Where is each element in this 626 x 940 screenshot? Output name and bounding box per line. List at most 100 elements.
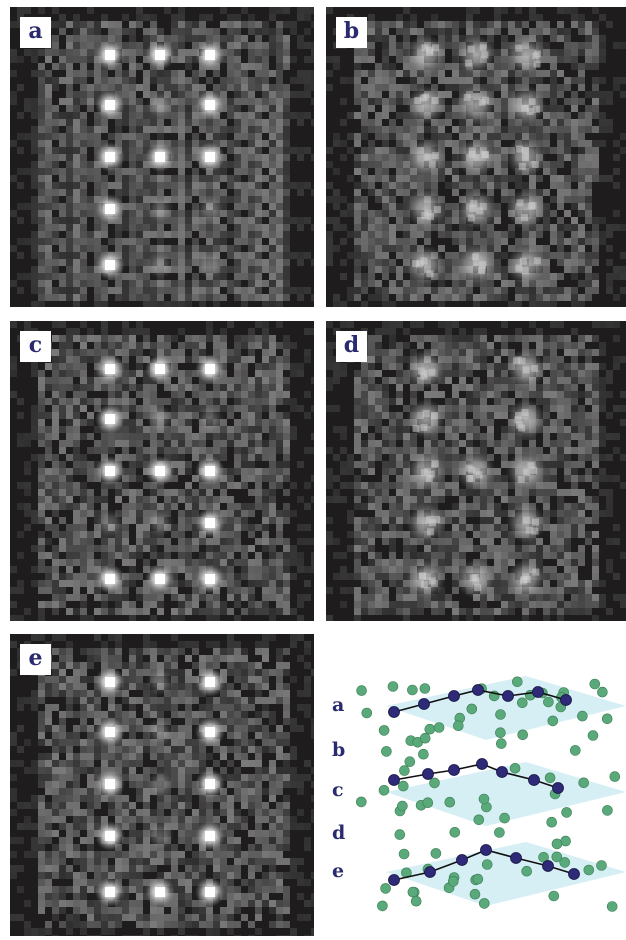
host-atom [551, 851, 563, 863]
host-atom [578, 777, 590, 789]
spot-core [105, 100, 115, 110]
dim-atom-spot [406, 85, 446, 125]
dim-atom-spot [506, 245, 546, 285]
diffuse-pixel [517, 475, 525, 483]
host-atom [559, 857, 570, 868]
host-atom [355, 796, 367, 808]
diffuse-pixel [422, 410, 430, 418]
host-atom [512, 676, 523, 688]
diffuse-pixel [533, 50, 541, 58]
dim-atom-spot [146, 251, 174, 279]
host-atom [548, 890, 560, 902]
diffuse-pixel [412, 424, 420, 432]
diffuse-pixel [515, 264, 523, 272]
host-atom [499, 812, 510, 824]
host-atom [399, 765, 410, 776]
panel-label-c: c [20, 331, 51, 362]
diffuse-pixel [469, 204, 477, 212]
diffuse-pixel [516, 199, 524, 207]
marked-atom [388, 706, 400, 718]
diffuse-pixel [421, 44, 429, 52]
atom-image-c [10, 321, 314, 621]
host-atom [407, 684, 418, 696]
spot-core [205, 152, 215, 162]
diffuse-pixel [531, 527, 539, 535]
marked-atom [502, 690, 514, 702]
diffuse-pixel [482, 96, 490, 104]
spot-core [105, 727, 115, 737]
host-atom [602, 805, 613, 816]
spot-core [105, 831, 115, 841]
host-atom [356, 685, 367, 696]
diffuse-pixel [420, 424, 428, 432]
diffuse-pixel [475, 471, 483, 479]
diffuse-pixel [414, 96, 422, 104]
diffuse-pixel [479, 44, 487, 52]
diffuse-pixel [521, 267, 529, 275]
marked-atom [472, 684, 484, 696]
spot-core [105, 260, 115, 270]
diffuse-pixel [523, 468, 531, 476]
diffuse-pixel [525, 526, 533, 534]
spot-core [105, 574, 115, 584]
atom-spots [95, 354, 225, 594]
spot-core [105, 677, 115, 687]
host-atom [517, 729, 528, 741]
diffuse-pixel [515, 44, 523, 52]
fluorescence-image-e: e [10, 634, 314, 936]
dim-atom-spot [146, 509, 174, 537]
host-atom [546, 816, 557, 828]
diffuse-pixel [431, 152, 439, 160]
diffuse-pixel [531, 160, 539, 168]
dim-atom-spot [456, 451, 496, 491]
spot-core [205, 466, 215, 476]
marked-atom [528, 774, 540, 786]
spot-core [205, 831, 215, 841]
host-atom [466, 703, 478, 715]
atom-image-a [10, 7, 314, 307]
spot-core [155, 152, 165, 162]
diffuse-pixel [481, 151, 489, 159]
plane-label-b: b [332, 739, 345, 761]
host-atom [429, 777, 440, 789]
host-atom [577, 710, 588, 722]
spot-core [105, 50, 115, 60]
host-atom [478, 793, 490, 805]
spot-core [205, 779, 215, 789]
host-atom [596, 860, 607, 871]
host-atom [601, 713, 613, 725]
spot-core [205, 100, 215, 110]
diffuse-pixel [531, 364, 539, 372]
dim-atom-spot [406, 399, 446, 439]
dim-atom-spot [146, 770, 174, 798]
dim-atom-spot [196, 195, 224, 223]
host-atom [561, 807, 572, 818]
diffuse-pixel [464, 59, 472, 67]
spot-core [205, 677, 215, 687]
host-atom [472, 873, 484, 885]
diffuse-pixel [532, 568, 540, 576]
host-atom [551, 838, 563, 850]
spot-core [105, 466, 115, 476]
diffuse-pixel [431, 460, 439, 468]
marked-atom [448, 764, 460, 776]
spot-core [205, 364, 215, 374]
spot-core [105, 364, 115, 374]
diffuse-pixel [418, 572, 426, 580]
atom-image-e [10, 634, 314, 936]
diffuse-pixel [533, 257, 541, 265]
host-atom [361, 707, 373, 719]
panel-label-a: a [20, 17, 51, 48]
plane-label-d: d [332, 822, 345, 844]
marked-atom [448, 690, 460, 702]
diffuse-pixel [518, 424, 526, 432]
diffuse-pixel [430, 412, 438, 420]
host-atom [394, 829, 406, 840]
host-atom [398, 780, 409, 792]
marked-atom [388, 874, 400, 886]
host-atom [469, 888, 481, 900]
diffuse-pixel [527, 462, 535, 470]
dim-atom-spot [146, 822, 174, 850]
dim-atom-spot [406, 189, 446, 229]
